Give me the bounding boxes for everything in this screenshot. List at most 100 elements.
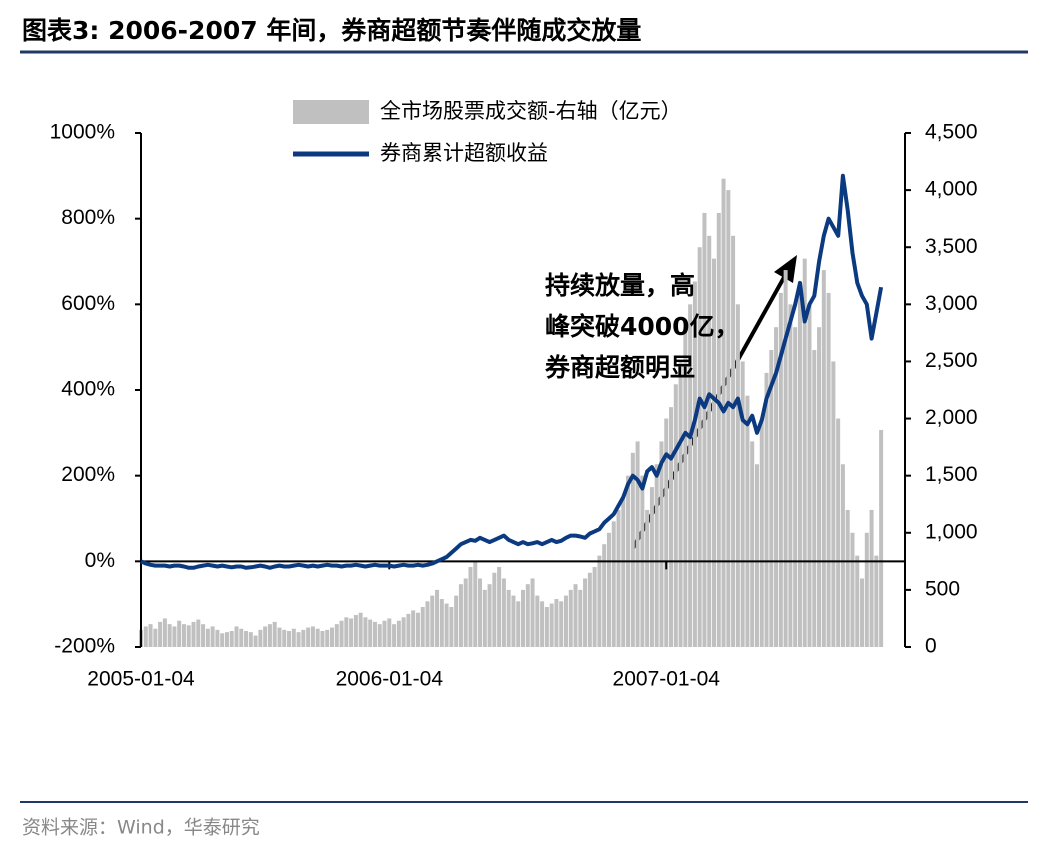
y-tick-label: 200% xyxy=(61,463,115,486)
bar xyxy=(630,452,635,647)
bar xyxy=(549,603,554,647)
bar xyxy=(430,595,435,647)
y2-tick-label: 4,500 xyxy=(925,121,978,144)
bar xyxy=(411,610,416,647)
bar xyxy=(186,625,191,647)
bar xyxy=(167,624,172,647)
y-tick-label: 400% xyxy=(61,378,115,401)
bar xyxy=(812,350,817,647)
bar xyxy=(874,555,879,647)
source: 资料来源：Wind，华泰研究 xyxy=(22,817,260,839)
bar xyxy=(745,395,750,647)
bar xyxy=(372,621,377,647)
bar xyxy=(210,626,215,647)
legend-label: 券商累计超额收益 xyxy=(380,141,548,165)
bar xyxy=(406,613,411,647)
bar xyxy=(478,578,483,647)
bar xyxy=(263,626,268,647)
legend-swatch xyxy=(293,100,369,124)
bar xyxy=(368,619,373,647)
bar xyxy=(573,584,578,647)
bar xyxy=(597,555,602,647)
bar xyxy=(239,628,244,647)
bar xyxy=(879,429,884,647)
bar xyxy=(559,601,564,647)
bar xyxy=(678,361,683,647)
y-tick-label: -200% xyxy=(54,635,115,658)
bar xyxy=(759,418,764,647)
bar xyxy=(148,624,153,647)
bar xyxy=(492,572,497,647)
bar xyxy=(616,509,621,647)
bar xyxy=(244,631,249,647)
bar xyxy=(353,615,358,647)
bar xyxy=(750,441,755,647)
bar xyxy=(162,618,167,647)
bar xyxy=(282,629,287,647)
bar xyxy=(783,270,788,647)
bar xyxy=(315,628,320,647)
bar xyxy=(330,627,334,647)
bar xyxy=(220,633,225,647)
bar xyxy=(473,561,478,647)
bar xyxy=(506,589,511,647)
bar xyxy=(654,464,659,647)
bar xyxy=(463,578,468,647)
legend-label: 全市场股票成交额-右轴（亿元） xyxy=(380,99,682,123)
bar xyxy=(568,589,573,647)
bar xyxy=(731,235,736,648)
bar xyxy=(716,212,721,647)
annotation: 峰突破4000亿， xyxy=(545,312,740,341)
bar xyxy=(869,509,874,647)
bar xyxy=(530,578,535,647)
bar xyxy=(659,441,664,647)
bar xyxy=(793,327,798,647)
bar xyxy=(501,578,506,647)
bar xyxy=(358,612,363,647)
bar xyxy=(621,498,626,647)
bar xyxy=(229,631,234,647)
bar xyxy=(482,589,487,647)
bar xyxy=(860,578,865,647)
y2-tick-label: 4,000 xyxy=(925,178,978,201)
bar xyxy=(735,304,740,647)
bar xyxy=(201,624,206,647)
bar xyxy=(420,607,425,647)
y2-tick-label: 500 xyxy=(925,577,960,600)
bar xyxy=(669,407,674,647)
bar xyxy=(458,584,463,647)
bar xyxy=(267,624,272,647)
bar xyxy=(258,629,263,647)
bar xyxy=(468,567,473,647)
bar xyxy=(415,612,420,647)
bar xyxy=(683,327,688,647)
bar xyxy=(754,464,759,647)
bar xyxy=(525,584,530,647)
x-tick-label: 2007-01-04 xyxy=(613,668,721,691)
bar xyxy=(788,304,793,647)
bar xyxy=(726,190,731,647)
bar xyxy=(296,632,301,647)
bar xyxy=(287,631,292,647)
bar xyxy=(544,607,549,647)
bar xyxy=(224,632,229,647)
bar xyxy=(521,589,525,647)
bar xyxy=(831,361,836,647)
bar xyxy=(272,621,277,647)
x-tick-label: 2006-01-04 xyxy=(336,668,444,691)
bar xyxy=(587,572,592,647)
bar xyxy=(377,624,382,647)
bar xyxy=(774,327,779,647)
bar xyxy=(310,626,315,647)
bar xyxy=(702,212,707,647)
bar xyxy=(382,620,387,647)
bar xyxy=(497,567,502,647)
y2-tick-label: 3,000 xyxy=(925,292,978,315)
bar xyxy=(234,626,239,647)
bar xyxy=(535,595,540,647)
bar xyxy=(645,509,650,647)
y-tick-label: 0% xyxy=(85,549,115,572)
arrow-head xyxy=(774,255,797,283)
bar xyxy=(540,601,545,647)
